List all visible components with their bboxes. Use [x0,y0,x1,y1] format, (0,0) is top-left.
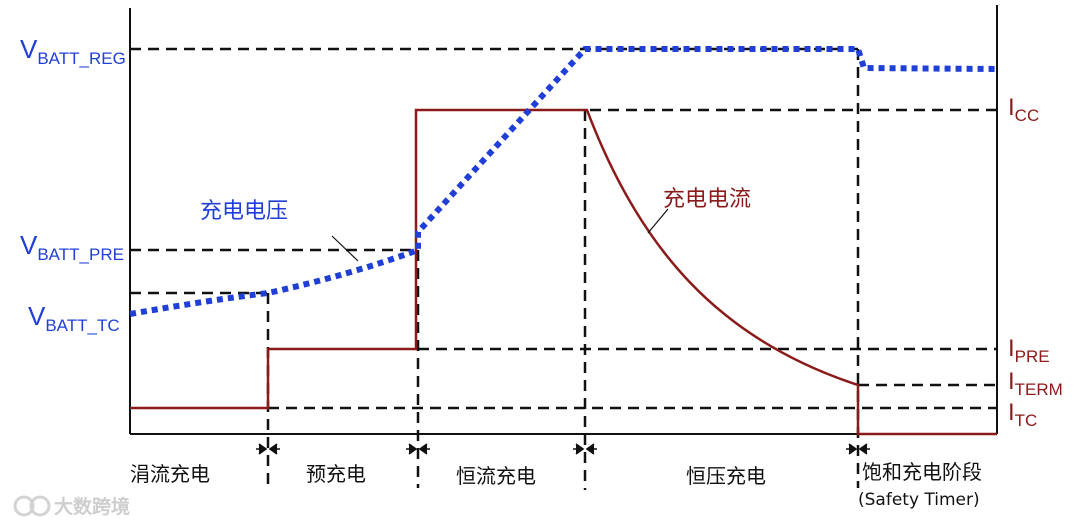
arrow-4 [418,443,430,455]
current-leader [647,208,669,234]
phase-saturation-sub: (Safety Timer) [858,490,980,510]
voltage-curve-label: 充电电压 [200,199,288,224]
phase-precharge-label: 预充电 [306,462,366,486]
watermark-text: 大数跨境 [54,495,130,518]
voltage-leader [331,235,359,262]
watermark: 大数跨境 [13,495,130,518]
itc-label: ITC [1008,399,1037,430]
charging-current-curve [130,108,997,436]
arrow-6 [585,443,597,455]
arrow-8 [858,443,870,455]
vbatt-reg-label: VBATT_REG [20,34,126,68]
arrow-3 [406,443,418,455]
icc-label: ICC [1008,94,1039,125]
arrow-2 [268,443,280,455]
vbatt-tc-label: VBATT_TC [28,301,120,335]
phase-saturation-label: 饱和充电阶段 [862,460,982,484]
phase-cc-label: 恒流充电 [456,464,536,488]
arrow-5 [573,443,585,455]
vbatt-pre-label: VBATT_PRE [20,230,124,264]
phase-cv-label: 恒压充电 [686,464,766,488]
charging-voltage-curve [129,46,998,317]
phase-trickle-label: 涓流充电 [130,462,210,486]
iterm-label: ITERM [1008,368,1063,399]
arrow-1 [256,443,268,455]
arrow-7 [846,443,858,455]
ipre-label: IPRE [1008,335,1050,366]
watermark-logo-icon [13,495,35,517]
current-curve-label: 充电电流 [663,187,751,212]
